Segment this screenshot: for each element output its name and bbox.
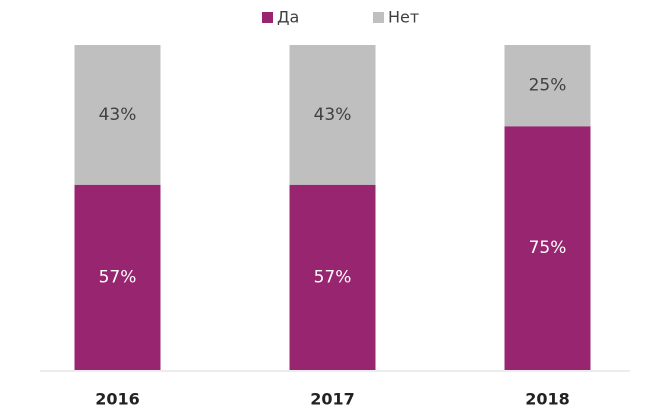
data-label: 43% <box>99 105 137 125</box>
legend-swatch <box>262 12 273 23</box>
x-tick-label: 2018 <box>525 390 570 408</box>
bar-segment <box>74 45 161 185</box>
legend-label: Да <box>277 8 299 27</box>
data-label: 25% <box>529 76 567 96</box>
legend-label: Нет <box>388 8 419 27</box>
bar-segment <box>504 126 591 370</box>
x-tick-label: 2017 <box>310 390 355 408</box>
data-label: 75% <box>529 238 567 258</box>
bar-segment <box>504 45 591 127</box>
legend-swatch <box>373 12 384 23</box>
data-label: 43% <box>314 105 352 125</box>
data-label: 57% <box>99 267 137 287</box>
bar-segment <box>74 184 161 370</box>
bar-segment <box>289 184 376 370</box>
data-label: 57% <box>314 267 352 287</box>
bar-segment <box>289 45 376 185</box>
x-tick-label: 2016 <box>95 390 140 408</box>
